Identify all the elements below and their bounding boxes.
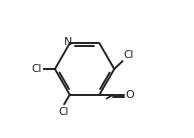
- Text: Cl: Cl: [31, 64, 42, 74]
- Text: Cl: Cl: [58, 107, 69, 117]
- Text: N: N: [63, 37, 72, 47]
- Text: Cl: Cl: [124, 50, 134, 59]
- Text: O: O: [125, 90, 134, 100]
